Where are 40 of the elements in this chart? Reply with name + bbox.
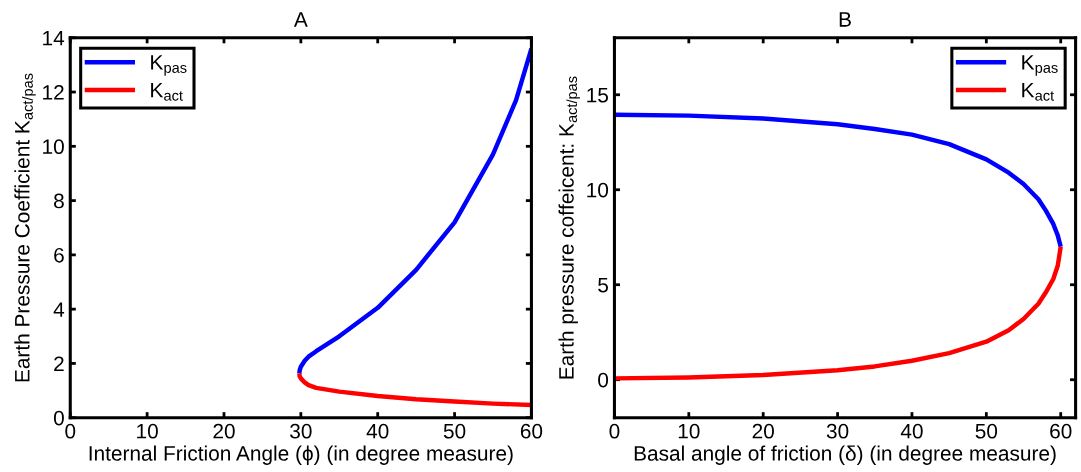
line-series xyxy=(297,371,532,408)
x-axis-title: Basal angle of friction (δ) (in degree measure) xyxy=(634,445,1056,465)
legend-label: K$_{pas}$ xyxy=(151,55,187,76)
x-tick-label: 50 xyxy=(443,423,466,439)
x-tick-label: 20 xyxy=(213,423,235,439)
line-series xyxy=(614,112,1063,249)
y-tick-label: 12 xyxy=(43,85,64,100)
y-tick-label: 0 xyxy=(53,410,64,426)
chart-title: B xyxy=(839,12,851,27)
x-tick-label: 30 xyxy=(826,423,849,439)
x-tick-label: 0 xyxy=(609,423,620,439)
y-tick-label: 0 xyxy=(598,372,609,388)
y-tick-label: 8 xyxy=(54,193,64,209)
legend-label: K$_{act}$ xyxy=(1022,82,1055,101)
x-tick-label: 60 xyxy=(520,423,543,439)
y-tick-label: 10 xyxy=(587,182,609,198)
x-tick-label: 50 xyxy=(975,423,998,439)
y-tick-label: 4 xyxy=(53,302,65,317)
legend-label: K$_{act}$ xyxy=(151,82,183,101)
x-tick-label: 10 xyxy=(137,423,158,439)
y-tick-label: 5 xyxy=(598,277,609,293)
x-tick-label: 20 xyxy=(752,423,774,439)
legend-label: K$_{pas}$ xyxy=(1022,55,1058,76)
x-tick-label: 40 xyxy=(900,423,923,439)
y-axis-title: Earth pressure coffeicent: K$_{act/pas}$ xyxy=(558,76,580,379)
y-tick-label: 10 xyxy=(43,139,64,155)
x-tick-label: 60 xyxy=(1050,423,1072,439)
y-tick-label: 2 xyxy=(54,356,64,371)
y-tick-label: 14 xyxy=(43,30,65,46)
y-axis-title: Earth Pressure Coefficient K$_{act/pas}$ xyxy=(14,73,36,382)
x-tick-label: 10 xyxy=(678,423,700,439)
chart-title: A xyxy=(293,12,308,27)
y-tick-label: 6 xyxy=(54,247,64,263)
x-axis-title: Internal Friction Angle (ϕ) (in degree measure) xyxy=(89,445,513,465)
line-series xyxy=(297,46,532,376)
y-tick-label: 15 xyxy=(587,87,609,103)
x-tick-label: 0 xyxy=(65,423,76,439)
x-tick-label: 30 xyxy=(290,423,312,439)
line-series xyxy=(614,244,1063,381)
x-tick-label: 40 xyxy=(366,423,389,439)
